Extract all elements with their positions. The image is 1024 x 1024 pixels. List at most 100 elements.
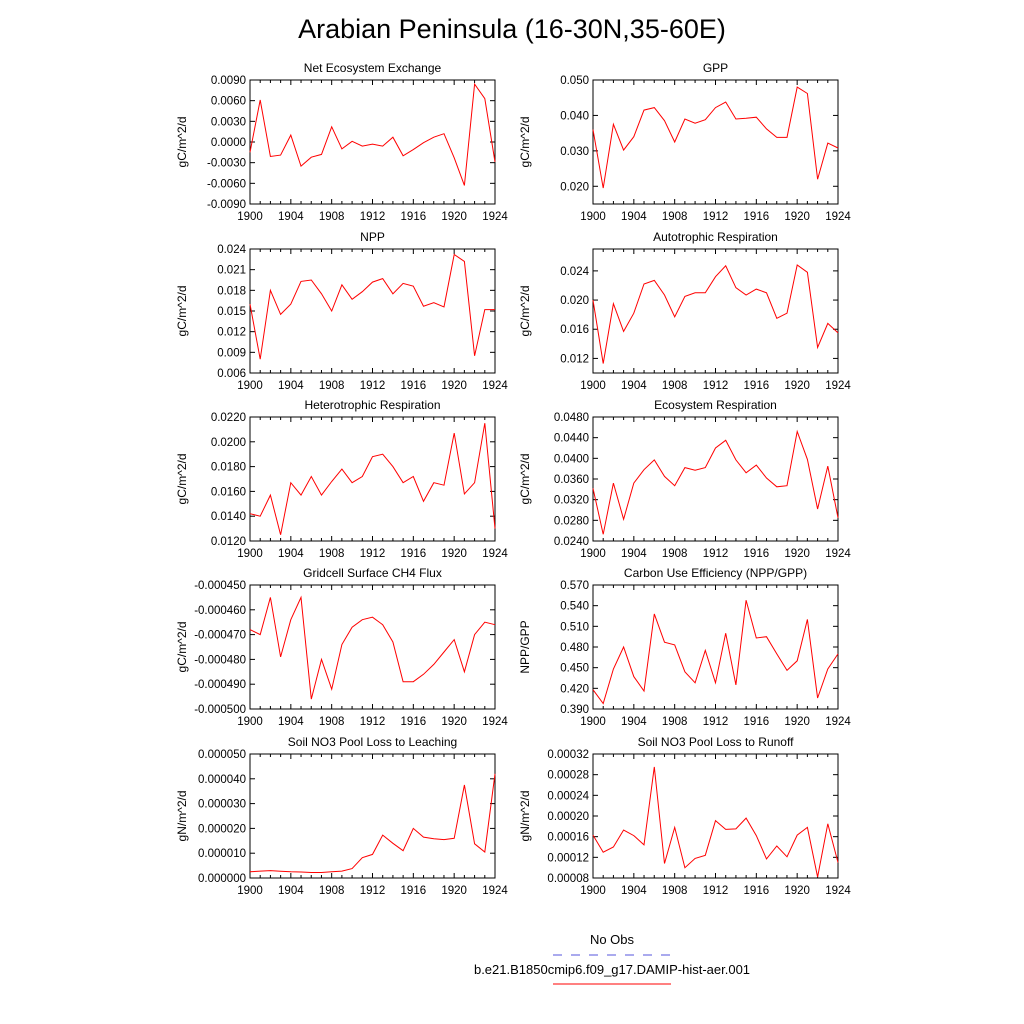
y-tick-label: 0.00024 [547,790,589,802]
x-tick-label: 1912 [360,380,386,392]
x-tick-label: 1904 [621,885,647,897]
y-tick-label: 0.0060 [211,96,246,108]
x-tick-label: 1924 [482,885,508,897]
y-axis-label: gC/m^2/d [518,454,532,505]
chart-title: Soil NO3 Pool Loss to Leaching [288,735,457,749]
x-tick-label: 1912 [703,211,729,223]
series-line [592,429,839,535]
x-tick-label: 1916 [401,716,427,728]
y-tick-label: 0.0200 [211,437,246,449]
y-axis-label: gC/m^2/d [175,622,189,673]
y-tick-label: 0.018 [217,285,246,297]
y-tick-label: 0.015 [217,306,246,318]
x-tick-label: 1908 [319,885,345,897]
y-tick-label: 0.540 [560,601,589,613]
x-tick-label: 1920 [441,716,467,728]
y-tick-label: 0.0090 [211,75,246,87]
x-tick-label: 1904 [278,548,304,560]
x-tick-label: 1924 [482,716,508,728]
y-tick-label: 0.00016 [547,832,589,844]
y-tick-label: 0.0280 [554,515,589,527]
y-tick-label: 0.021 [217,265,246,277]
y-axis-label: gC/m^2/d [175,454,189,505]
x-tick-label: 1920 [784,548,810,560]
chart-title: GPP [703,61,728,75]
x-tick-label: 1912 [703,716,729,728]
y-tick-label: 0.0220 [211,412,246,424]
y-axis-label: gC/m^2/d [175,286,189,337]
x-tick-label: 1920 [784,380,810,392]
x-tick-label: 1908 [662,548,688,560]
plot-frame [592,753,839,879]
y-axis-label: gC/m^2/d [518,286,532,337]
y-tick-label: -0.0090 [207,199,246,211]
x-tick-label: 1912 [360,885,386,897]
x-tick-label: 1916 [401,211,427,223]
x-tick-label: 1920 [784,211,810,223]
x-tick-label: 1924 [482,548,508,560]
chart-title: Soil NO3 Pool Loss to Runoff [638,735,795,749]
series-line [592,600,839,705]
x-tick-label: 1912 [703,548,729,560]
plot-frame [592,416,839,542]
legend-label-no-obs: No Obs [589,932,635,947]
x-tick-label: 1908 [662,211,688,223]
chart-title: Net Ecosystem Exchange [304,61,442,75]
y-tick-label: 0.016 [560,324,589,336]
y-tick-label: 0.0320 [554,495,589,507]
y-tick-label: 0.000050 [198,749,246,761]
y-tick-label: 0.390 [560,704,589,716]
x-tick-label: 1924 [825,548,851,560]
y-tick-label: 0.020 [560,295,589,307]
x-tick-label: 1908 [662,716,688,728]
x-tick-label: 1904 [278,716,304,728]
x-tick-label: 1900 [237,380,263,392]
x-tick-label: 1900 [237,716,263,728]
x-tick-label: 1900 [580,211,606,223]
y-tick-label: 0.0160 [211,486,246,498]
y-tick-label: 0.00008 [547,873,589,885]
x-tick-label: 1924 [825,716,851,728]
y-tick-label: 0.009 [217,347,246,359]
y-tick-label: 0.420 [560,683,589,695]
x-tick-label: 1912 [360,716,386,728]
x-tick-label: 1916 [401,885,427,897]
x-tick-label: 1900 [580,548,606,560]
chart-panel-6: Ecosystem Respiration gC/m^2/d 0.0480 0.044… [518,398,851,560]
plot-frame [249,416,496,542]
x-tick-label: 1904 [621,716,647,728]
page-title: Arabian Peninsula (16-30N,35-60E) [298,14,726,44]
y-tick-label: 0.00020 [547,811,589,823]
y-axis-label: NPP/GPP [518,620,532,673]
y-tick-label: 0.024 [560,266,589,278]
y-tick-label: -0.000470 [194,630,246,642]
y-tick-label: 0.570 [560,580,589,592]
x-tick-label: 1924 [825,885,851,897]
chart-panel-1: Net Ecosystem Exchange gC/m^2/d 0.0090 0.00… [175,61,508,223]
x-tick-label: 1924 [482,380,508,392]
y-tick-label: 0.0480 [554,412,589,424]
y-tick-label: 0.030 [560,146,589,158]
y-tick-label: -0.000450 [194,580,246,592]
y-axis-label: gC/m^2/d [518,117,532,168]
y-tick-label: 0.000020 [198,823,246,835]
y-tick-label: 0.0240 [554,536,589,548]
x-tick-label: 1924 [482,211,508,223]
chart-title: Carbon Use Efficiency (NPP/GPP) [624,566,807,580]
y-tick-label: 0.0360 [554,474,589,486]
x-tick-label: 1900 [580,885,606,897]
x-tick-label: 1912 [703,380,729,392]
y-tick-label: 0.480 [560,642,589,654]
y-tick-label: 0.0180 [211,462,246,474]
chart-title: Autotrophic Respiration [653,230,778,244]
x-tick-label: 1920 [441,548,467,560]
x-tick-label: 1900 [580,716,606,728]
y-tick-label: -0.000480 [194,654,246,666]
plot-frame [249,248,496,374]
y-tick-label: 0.000010 [198,848,246,860]
x-tick-label: 1900 [237,548,263,560]
x-tick-label: 1916 [744,885,770,897]
series-line [249,773,496,873]
y-tick-label: 0.0400 [554,453,589,465]
x-tick-label: 1920 [784,885,810,897]
